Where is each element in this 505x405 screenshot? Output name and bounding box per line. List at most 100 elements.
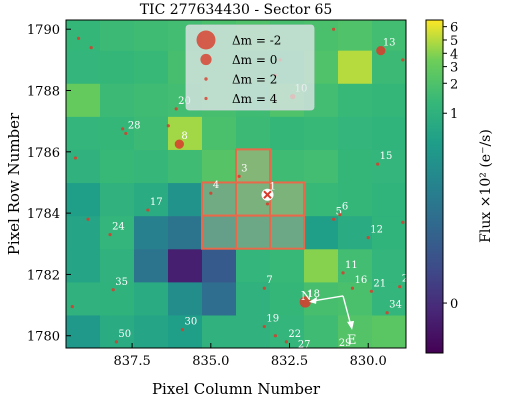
star-label: 5	[336, 206, 342, 217]
colorbar-tick-label: 4	[450, 47, 458, 62]
heatmap-pixel	[338, 215, 373, 250]
compass-arrow-e	[342, 295, 352, 327]
heatmap-pixel	[134, 50, 169, 84]
star-marker	[76, 36, 81, 40]
legend-marker	[204, 77, 208, 81]
heatmap-pixel	[304, 116, 339, 150]
heatmap-pixel	[66, 20, 101, 51]
heatmap-pixel	[270, 182, 305, 217]
star-marker	[70, 305, 74, 309]
heatmap-pixel	[304, 248, 339, 283]
star-marker	[108, 232, 112, 237]
heatmap-pixel	[338, 149, 373, 184]
star-label: 17	[150, 197, 163, 208]
star-marker	[114, 340, 118, 344]
x-tick-label: 830.0	[350, 354, 387, 369]
heatmap-pixel	[236, 215, 271, 250]
heatmap-pixel	[168, 116, 203, 150]
star-marker	[265, 202, 270, 206]
legend: Δm = -2 Δm = 0 Δm = 2 Δm = 4	[185, 24, 315, 111]
colorbar-tick-label: 3	[450, 61, 458, 76]
compass: NE	[301, 289, 357, 348]
legend-label: Δm = 2	[232, 73, 277, 87]
heatmap-pixel	[134, 20, 169, 51]
heatmap-pixel	[372, 314, 406, 348]
heatmap-pixel	[270, 248, 305, 283]
heatmap-pixel	[168, 314, 203, 348]
star-label: 22	[288, 329, 301, 340]
heatmap-pixel	[372, 149, 406, 184]
star-label: 30	[184, 317, 197, 328]
heatmap-pixel	[168, 182, 203, 217]
star-marker	[174, 139, 184, 149]
star-label: 16	[354, 275, 367, 286]
heatmap-pixel	[338, 116, 373, 150]
heatmap-pixel	[270, 116, 305, 150]
colorbar-tick-label: 0	[450, 297, 458, 312]
star-marker	[209, 191, 213, 195]
x-tick-label: 837.5	[114, 354, 151, 369]
star-markers: 1234567810111213151617181920212224262728…	[70, 27, 411, 351]
target-cross	[263, 190, 272, 199]
star-label: 7	[266, 275, 272, 286]
heatmap-pixel	[304, 215, 339, 250]
plot-frame	[65, 19, 407, 349]
star-marker	[401, 220, 405, 224]
heatmap-pixel	[270, 215, 305, 250]
star-marker	[146, 208, 150, 212]
star-marker	[341, 271, 345, 275]
star-marker	[174, 107, 178, 111]
heatmap-pixel	[100, 20, 135, 51]
heatmap-pixel	[66, 314, 101, 348]
star-marker	[89, 45, 93, 50]
y-axis-label: Pixel Row Number	[5, 112, 23, 255]
heatmap-pixel	[168, 215, 203, 250]
star-marker	[398, 285, 402, 289]
heatmap-pixel	[202, 281, 237, 316]
star-marker	[401, 58, 405, 62]
heatmap-pixel	[100, 281, 135, 316]
y-tick-label: 1786	[27, 146, 60, 161]
heatmap-pixel	[338, 314, 373, 348]
heatmap-pixel	[134, 281, 169, 316]
star-label: 27	[298, 340, 311, 351]
star-marker	[124, 131, 128, 136]
compass-label-n: N	[301, 289, 312, 303]
star-marker	[111, 288, 115, 292]
star-label: 24	[112, 222, 125, 233]
star-label: 34	[389, 300, 402, 311]
star-marker	[262, 324, 266, 329]
heatmap-pixel	[168, 281, 203, 316]
heatmap-pixel	[100, 215, 135, 250]
x-axis-label: Pixel Column Number	[152, 380, 321, 398]
aperture-pixel	[235, 214, 271, 250]
aperture-pixel	[269, 181, 305, 217]
heatmap-pixel	[134, 248, 169, 283]
heatmap-pixel	[372, 182, 406, 217]
legend-marker	[196, 30, 216, 50]
heatmap-pixel	[202, 314, 237, 348]
heatmap-pixel	[100, 248, 135, 283]
y-tick-label: 1788	[27, 85, 60, 100]
heatmap-pixel	[304, 314, 339, 348]
heatmap-pixel	[202, 215, 237, 250]
heatmap-pixel	[372, 83, 406, 117]
heatmap-pixel	[236, 281, 271, 316]
star-marker	[350, 286, 355, 290]
star-label: 1	[269, 182, 275, 193]
legend-marker	[200, 53, 212, 66]
heatmap-pixel	[236, 116, 271, 150]
x-tick-label: 832.5	[271, 354, 308, 369]
star-label: 28	[128, 120, 141, 131]
heatmap-pixel	[100, 50, 135, 84]
x-axis: 837.5 835.0 832.5 830.0	[114, 343, 387, 369]
heatmap-pixel	[134, 314, 169, 348]
colorbar-label: Flux ×10² (e⁻/s)	[478, 129, 494, 243]
star-label: 19	[266, 314, 279, 325]
star-marker	[166, 124, 170, 128]
heatmap-pixel	[372, 215, 406, 250]
heatmap-pixel	[134, 83, 169, 117]
star-label: 12	[370, 225, 383, 236]
star-label: 2	[405, 209, 411, 220]
